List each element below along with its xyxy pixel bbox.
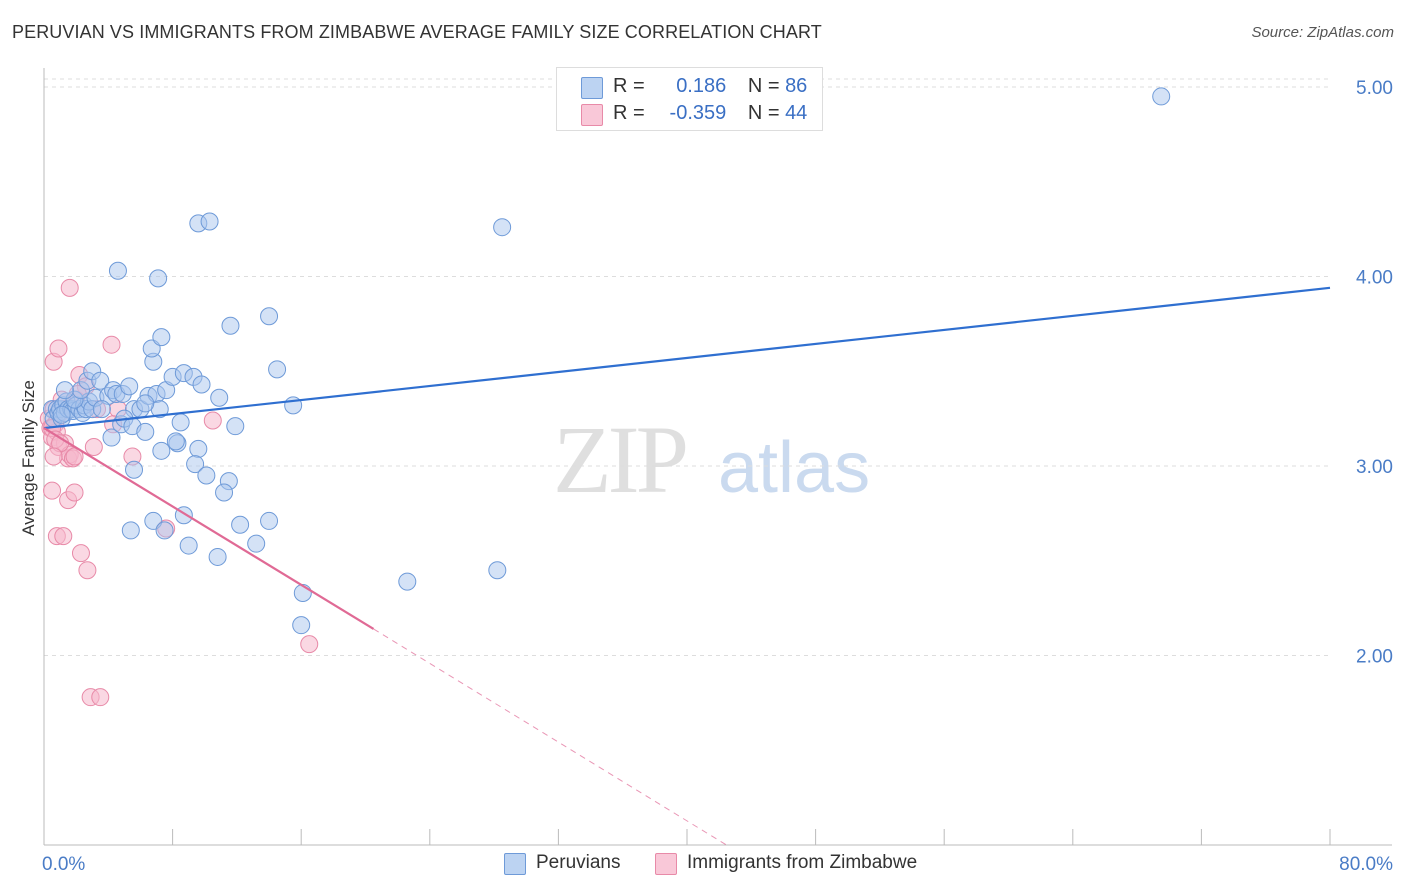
zimbabwe-point (49, 339, 68, 358)
zimbabwe-point (300, 635, 319, 654)
chart-title: PERUVIAN VS IMMIGRANTS FROM ZIMBABWE AVE… (12, 22, 822, 42)
series-peruvians-points (43, 87, 1171, 635)
peruvians-point (493, 218, 512, 237)
peruvians-point (215, 483, 234, 502)
peruvians-point (136, 422, 155, 441)
n-label: N = (747, 102, 780, 124)
peruvians-point (247, 534, 266, 553)
peruvians-point (125, 460, 144, 479)
zimbabwe-point (54, 527, 73, 546)
n-label: N = (747, 75, 780, 97)
zimbabwe-point (84, 438, 103, 457)
y-tick-label: 5.00 (1356, 78, 1393, 99)
y-tick-labels: 2.00 3.00 4.00 5.00 (1356, 78, 1393, 668)
zimbabwe-point (44, 447, 63, 466)
peruvians-point (108, 261, 127, 280)
zimbabwe-point (65, 483, 84, 502)
zimbabwe-point (71, 544, 90, 563)
peruvians-point (226, 417, 245, 436)
peruvians-label: Peruvians (536, 852, 621, 873)
peruvians-point (398, 572, 417, 591)
zimbabwe-swatch (655, 853, 677, 875)
peruvians-point (268, 360, 287, 379)
peruvians-point (52, 405, 71, 424)
peruvians-point (210, 388, 229, 407)
x-tick-labels: 0.0% 80.0% (42, 854, 1393, 875)
peruvians-point (55, 381, 74, 400)
peruvians-point (152, 328, 171, 347)
chart-source: Source: ZipAtlas.com (1251, 24, 1394, 41)
n-value-zimbabwe: 44 (785, 102, 808, 124)
n-value-peruvians: 86 (785, 75, 808, 97)
peruvians-point (155, 521, 174, 540)
r-label: R = (613, 75, 645, 97)
peruvians-point (208, 547, 227, 566)
watermark-zip: ZIP (553, 406, 686, 513)
peruvians-point (292, 616, 311, 635)
legend-text-peruvians: R = 0.186 N = 86 (613, 75, 807, 98)
peruvians-point (120, 377, 139, 396)
peruvians-point (231, 515, 250, 534)
peruvians-point (92, 400, 111, 419)
peruvians-point (179, 536, 198, 555)
peruvians-point (152, 441, 171, 460)
y-tick-label: 4.00 (1356, 267, 1393, 288)
peruvians-point (197, 466, 216, 485)
legend-text-zimbabwe: R = -0.359 N = 44 (613, 102, 807, 125)
peruvians-swatch (504, 853, 526, 875)
axes (43, 68, 1392, 846)
zimbabwe-point (60, 278, 79, 297)
peruvians-point (102, 428, 121, 447)
peruvians-point (149, 269, 168, 288)
zimbabwe-point (65, 447, 84, 466)
zimbabwe-swatch (581, 104, 603, 126)
zimbabwe-point (203, 411, 222, 430)
peruvians-point (221, 316, 240, 335)
r-value-peruvians: 0.186 (676, 75, 727, 97)
zimbabwe-label: Immigrants from Zimbabwe (687, 852, 918, 873)
peruvians-point (121, 521, 140, 540)
y-tick-label: 3.00 (1356, 457, 1393, 478)
x-tick-label: 0.0% (42, 854, 85, 875)
y-tick-label: 2.00 (1356, 646, 1393, 667)
peruvians-point (200, 212, 219, 231)
peruvians-point (260, 511, 279, 530)
gridlines (44, 78, 1330, 656)
peruvians-point (91, 371, 110, 390)
peruvians-point (166, 432, 185, 451)
peruvians-point (171, 413, 190, 432)
y-axis-title: Average Family Size (19, 380, 38, 536)
r-label: R = (613, 102, 645, 124)
zimbabwe-point (102, 335, 121, 354)
trend-lines (43, 286, 1331, 846)
peruvians-point (186, 455, 205, 474)
zimbabwe-point (43, 481, 62, 500)
r-value-zimbabwe: -0.359 (669, 102, 727, 124)
peruvians-point (488, 561, 507, 580)
peruvians-point (192, 375, 211, 394)
x-tick-label: 80.0% (1339, 854, 1393, 875)
peruvians-point (189, 439, 208, 458)
peruvians-trend-line (43, 286, 1331, 430)
zimbabwe-trend-extension (373, 628, 727, 846)
peruvians-point (260, 307, 279, 326)
peruvians-swatch (581, 77, 603, 99)
stats-legend: R = 0.186 N = 86 R = -0.359 N = 44 (556, 67, 823, 131)
zimbabwe-trend-line (43, 427, 375, 630)
zimbabwe-point (78, 561, 97, 580)
watermark-atlas: atlas (718, 428, 870, 508)
peruvians-point (136, 394, 155, 413)
peruvians-point (1152, 87, 1171, 106)
watermark: ZIP atlas (553, 406, 870, 513)
zimbabwe-point (91, 688, 110, 707)
series-zimbabwe-points (39, 278, 319, 707)
